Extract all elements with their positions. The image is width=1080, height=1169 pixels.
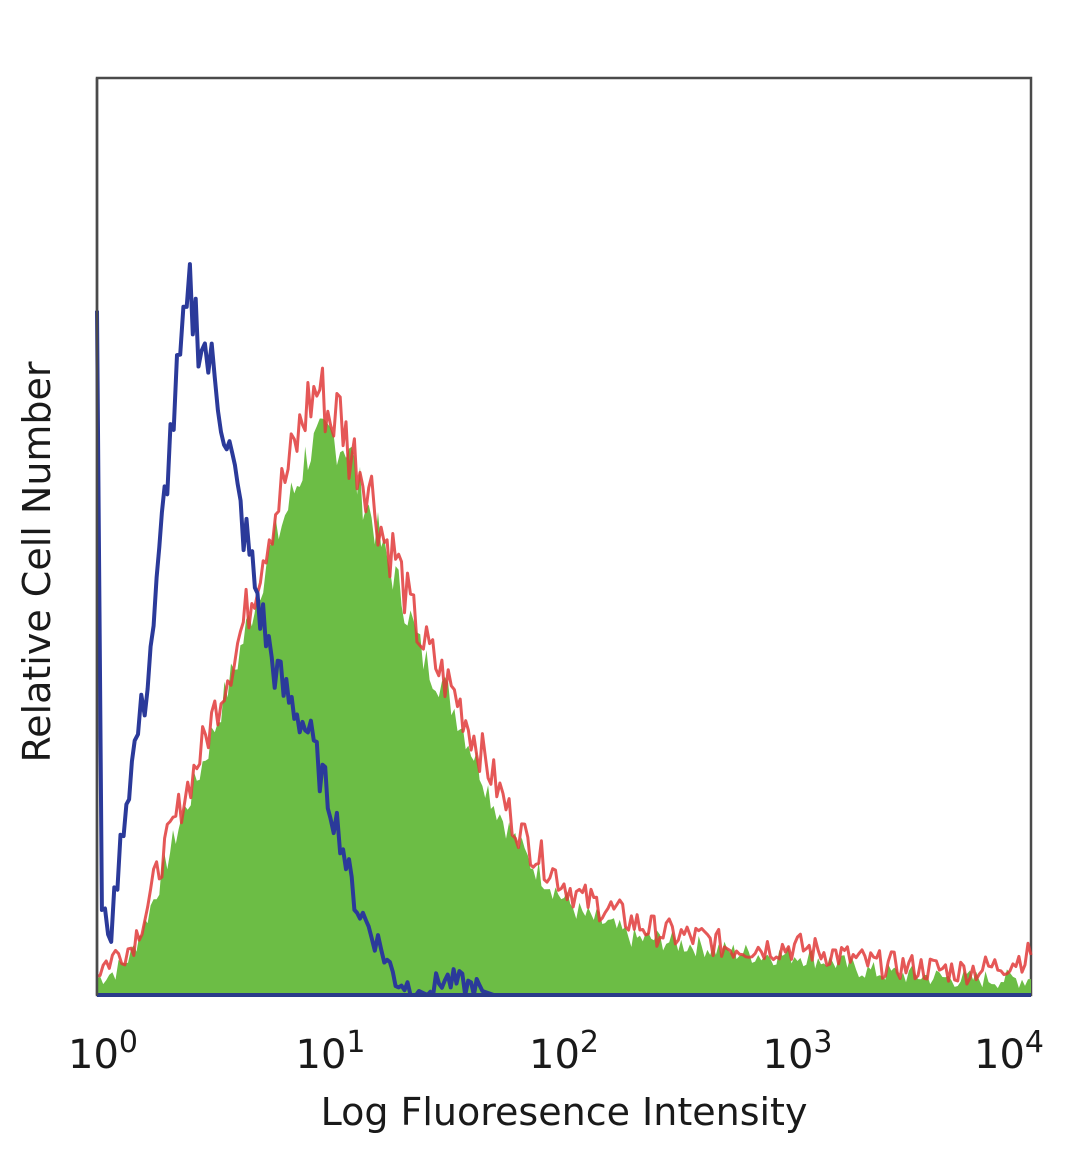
x-tick-label: 101 xyxy=(296,1025,366,1078)
x-tick-label: 104 xyxy=(974,1025,1044,1078)
y-axis-label: Relative Cell Number xyxy=(15,361,59,762)
x-tick-label: 100 xyxy=(68,1025,138,1078)
red-outline-histogram xyxy=(96,366,1033,986)
x-tick-label: 102 xyxy=(529,1025,599,1078)
x-tick-labels: 100 101 102 103 104 xyxy=(68,1025,1044,1078)
x-tick-label: 103 xyxy=(763,1025,833,1078)
green-filled-histogram xyxy=(97,418,1031,995)
x-axis-label: Log Fluoresence Intensity xyxy=(321,1090,808,1134)
